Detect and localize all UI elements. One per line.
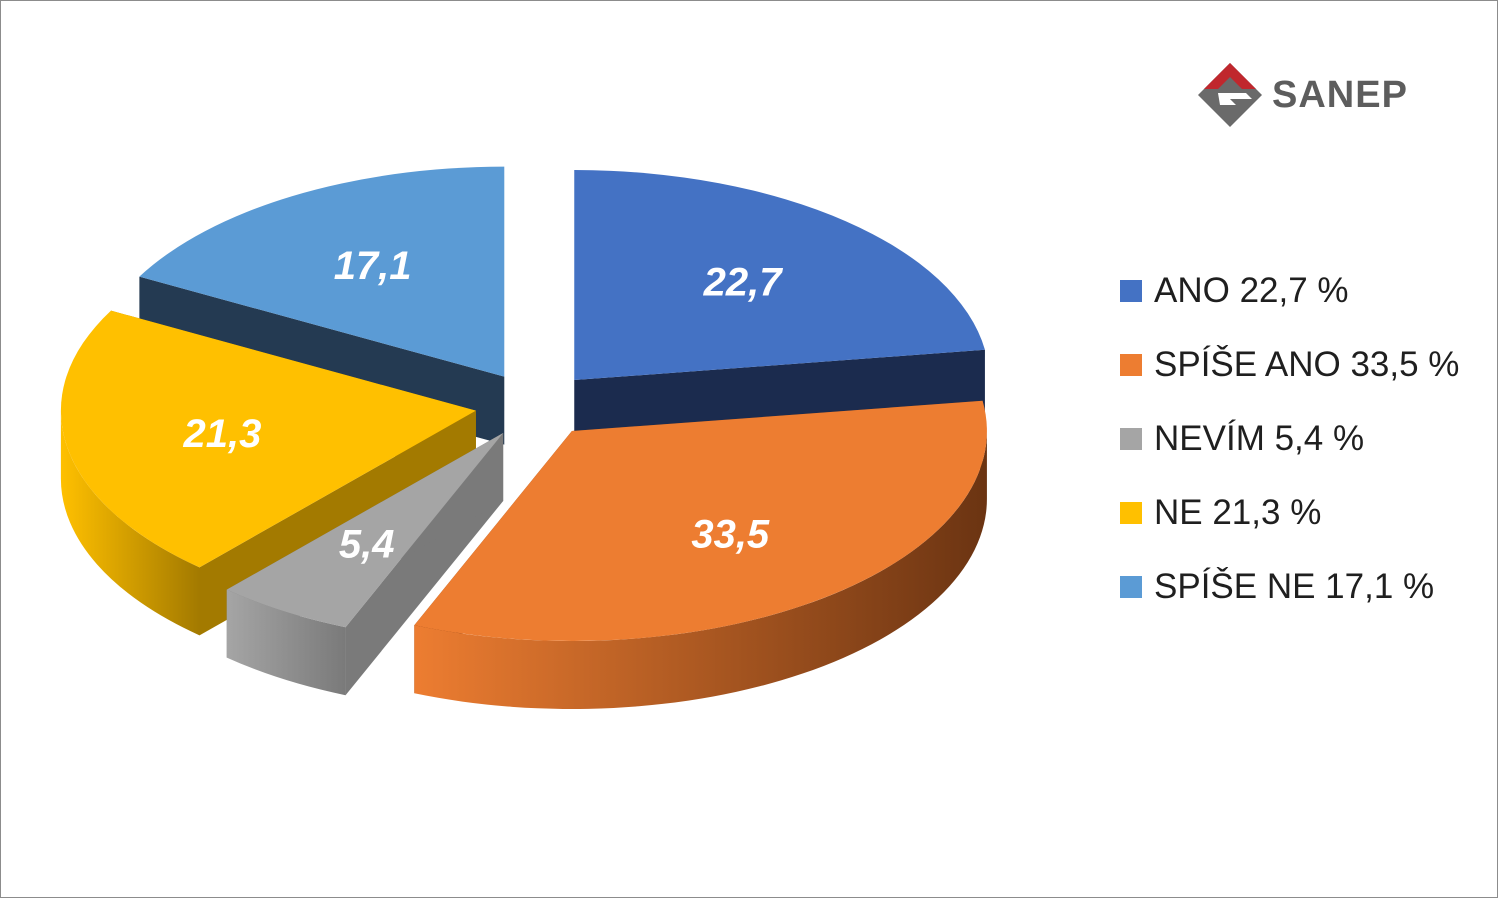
sanep-logo-icon bbox=[1198, 63, 1262, 127]
legend: ANO 22,7 % SPÍŠE ANO 33,5 % NEVÍM 5,4 % NE … bbox=[1120, 270, 1460, 642]
legend-swatch bbox=[1120, 279, 1142, 302]
legend-label: SPÍŠE NE 17,1 % bbox=[1154, 566, 1435, 606]
legend-item: ANO 22,7 % bbox=[1120, 270, 1459, 310]
legend-item: NEVÍM 5,4 % bbox=[1120, 418, 1459, 458]
pie-chart: 22,7 33,5 5,4 21,3 17,1 bbox=[60, 166, 987, 710]
pie-slice-ne bbox=[60, 310, 476, 636]
legend-swatch bbox=[1120, 501, 1142, 524]
legend-item: SPÍŠE ANO 33,5 % bbox=[1120, 344, 1460, 384]
legend-swatch bbox=[1120, 575, 1142, 598]
legend-label: NEVÍM 5,4 % bbox=[1154, 418, 1365, 458]
legend-swatch bbox=[1120, 427, 1142, 450]
pie-label-ano: 22,7 bbox=[703, 261, 784, 305]
sanep-logo-text: SANEP bbox=[1272, 74, 1408, 116]
pie-label-sp-e-ano: 33,5 bbox=[691, 513, 770, 557]
pie-label-ne: 21,3 bbox=[182, 412, 261, 456]
sanep-logo bbox=[1190, 55, 1450, 145]
legend-label: NE 21,3 % bbox=[1154, 492, 1322, 532]
pie-label-sp-e-ne: 17,1 bbox=[334, 244, 412, 288]
pie-label-nev-m: 5,4 bbox=[339, 522, 395, 566]
pie-slice-sp-e-ano bbox=[414, 400, 987, 710]
pie-slice-nev-m bbox=[226, 432, 504, 696]
legend-item: NE 21,3 % bbox=[1120, 492, 1459, 532]
legend-label: SPÍŠE ANO 33,5 % bbox=[1154, 344, 1460, 384]
legend-label: ANO 22,7 % bbox=[1154, 270, 1349, 310]
legend-swatch bbox=[1120, 353, 1142, 376]
legend-item: SPÍŠE NE 17,1 % bbox=[1120, 566, 1459, 606]
